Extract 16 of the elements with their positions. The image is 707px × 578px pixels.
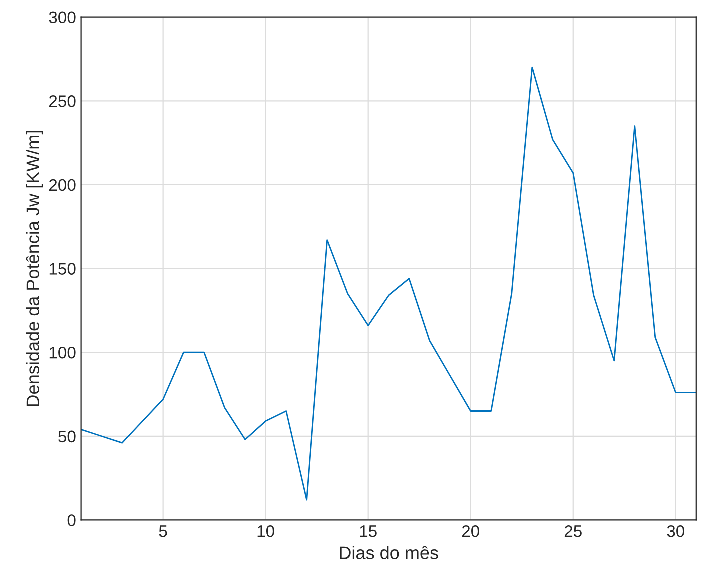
y-tick-label: 300 bbox=[49, 12, 76, 24]
y-axis-title: Densidade da Potência Jw [KW/m] bbox=[26, 131, 44, 406]
y-tick-label: 150 bbox=[50, 263, 76, 275]
y-tick-label: 200 bbox=[49, 179, 76, 192]
line-series bbox=[81, 66, 696, 501]
x-tick-label: 10 bbox=[258, 526, 274, 538]
x-tick-label: 25 bbox=[564, 526, 582, 538]
x-tick-label: 30 bbox=[667, 526, 685, 538]
x-tick-label: 5 bbox=[159, 526, 168, 538]
y-tick-label: 50 bbox=[58, 430, 76, 443]
y-tick-label: 250 bbox=[49, 96, 76, 108]
y-tick-label: 100 bbox=[50, 346, 76, 359]
x-tick-label: 15 bbox=[360, 526, 377, 538]
x-tick-label: 20 bbox=[462, 526, 480, 538]
y-tick-label: 0 bbox=[68, 514, 76, 526]
x-axis-title: Dias do mês bbox=[340, 546, 438, 560]
